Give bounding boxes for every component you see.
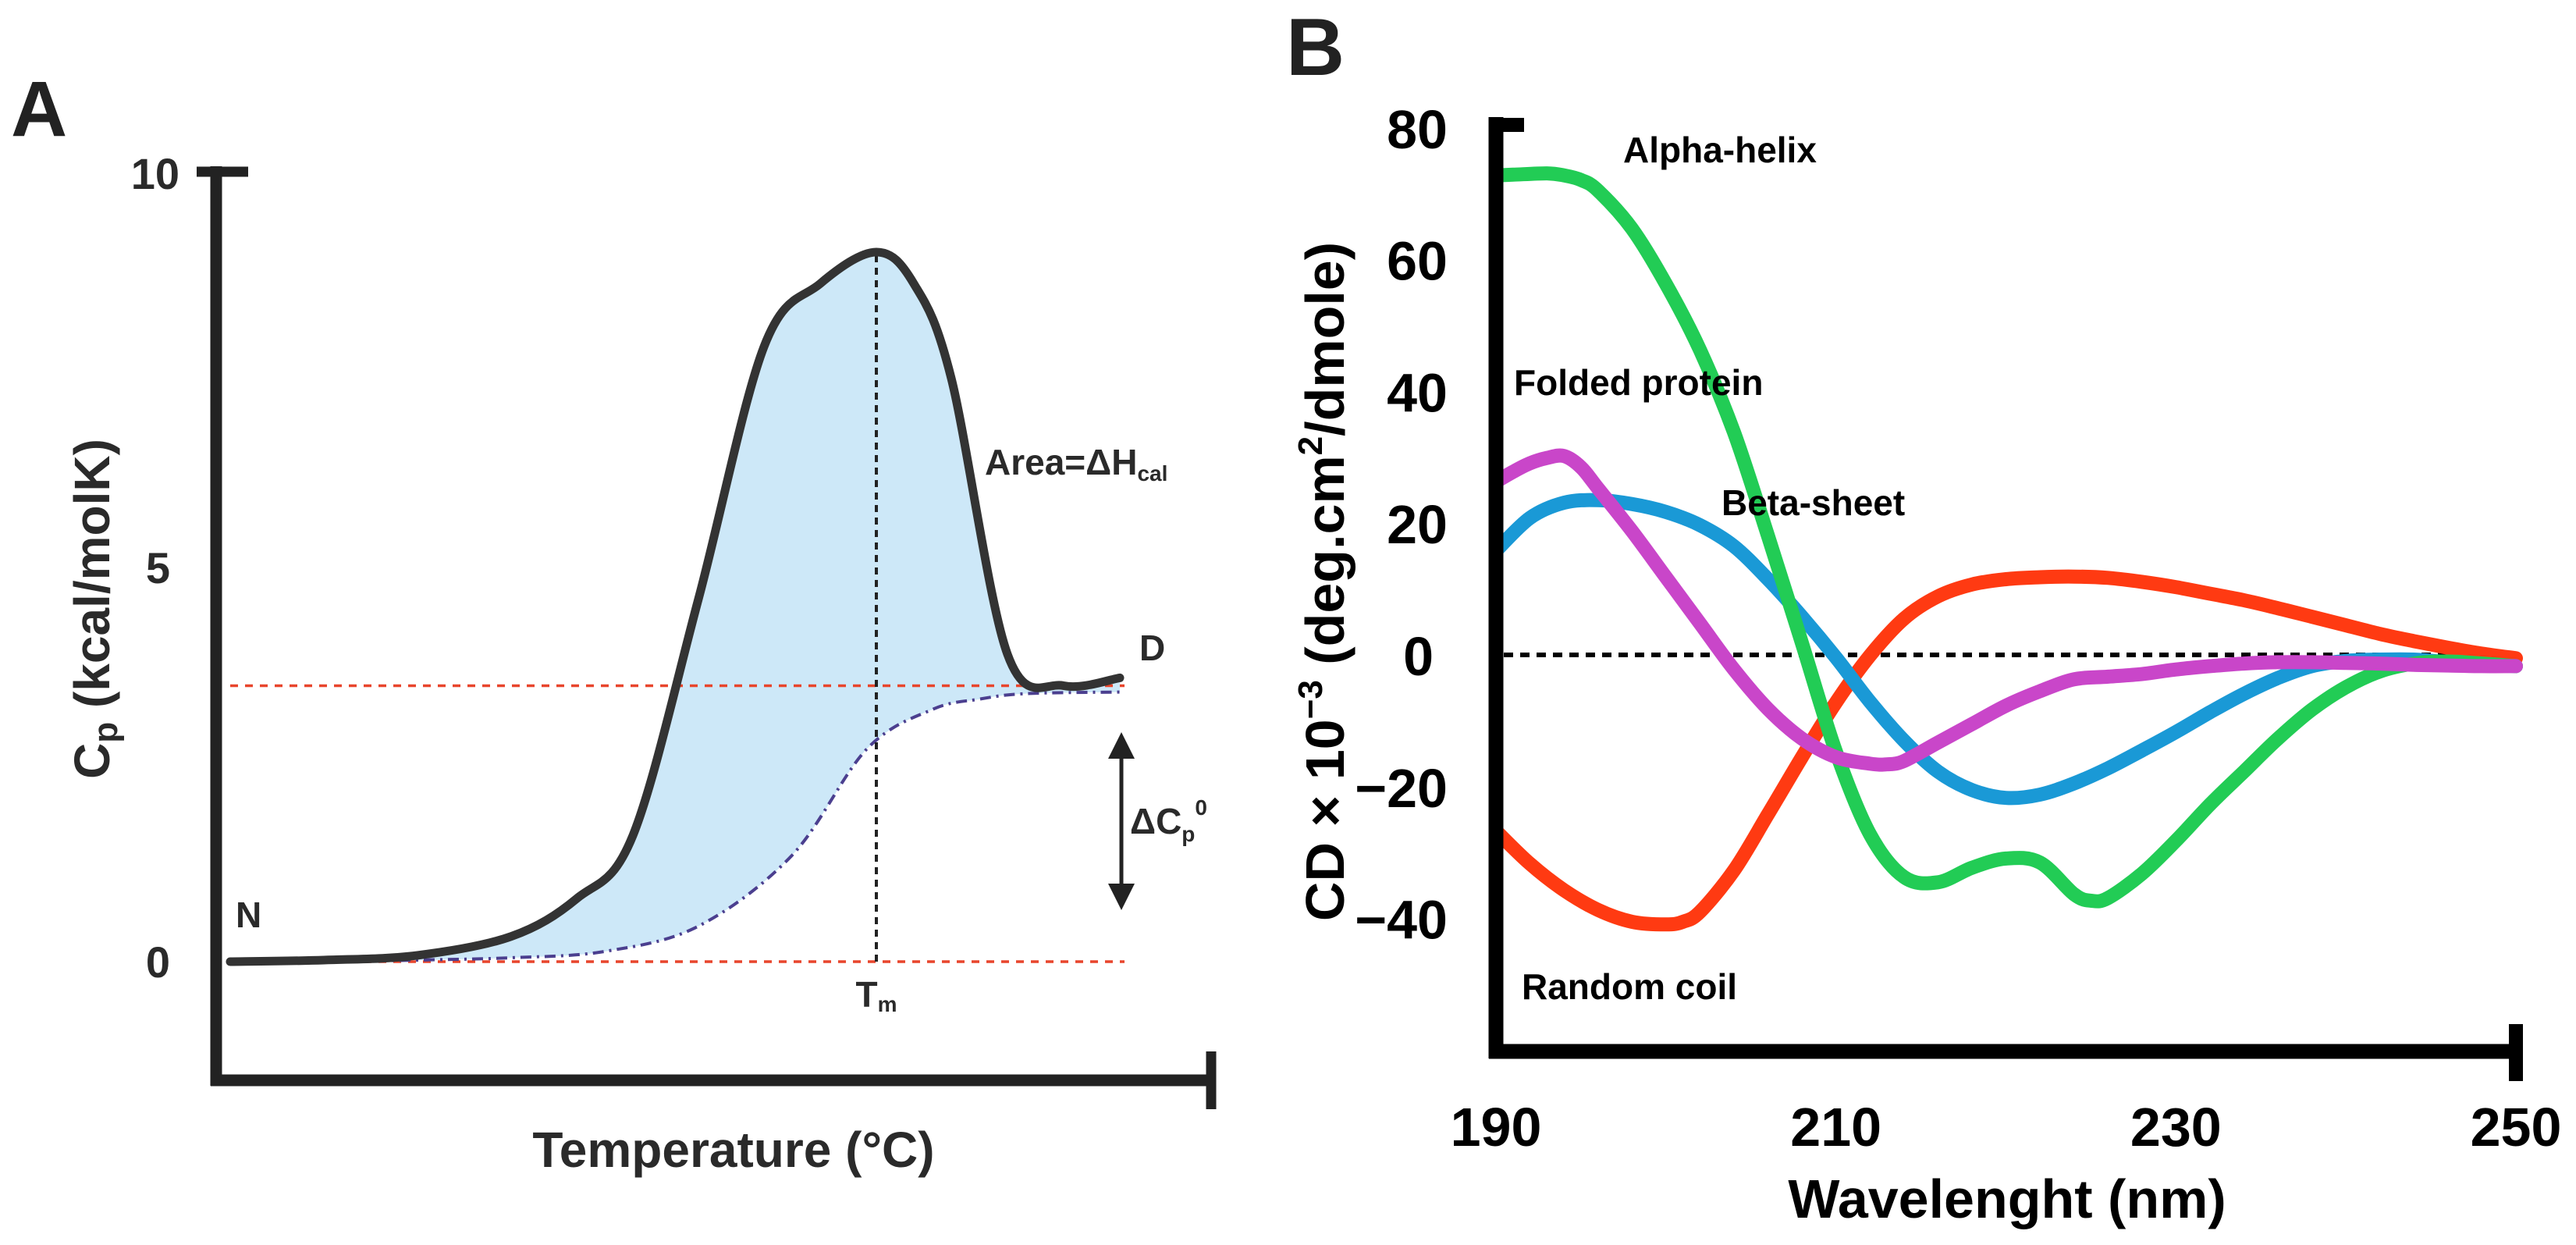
b-y-label-a-sup: −3 bbox=[1292, 680, 1330, 719]
a-area-label-sub: cal bbox=[1137, 461, 1167, 486]
b-x-axis-label: Wavelenght (nm) bbox=[1788, 1169, 2226, 1229]
a-y-label-main: C bbox=[64, 743, 120, 779]
b-y-tick-label: 0 bbox=[1403, 626, 1434, 687]
b-x-tick-label: 230 bbox=[2130, 1097, 2222, 1158]
b-folded-protein-line bbox=[1489, 448, 2523, 772]
b-x-tick-label: 210 bbox=[1790, 1097, 1881, 1158]
a-y-tick-label: 10 bbox=[131, 149, 179, 198]
a-delta-cp-sub: p bbox=[1181, 822, 1195, 846]
b-alpha-helix-label: Alpha-helix bbox=[1623, 130, 1817, 170]
a-y-tick-label: 5 bbox=[146, 543, 170, 592]
a-y-tick-label: 0 bbox=[146, 937, 170, 987]
a-y-axis-label: Cp (kcal/molK) bbox=[64, 439, 125, 779]
panel-b-cd-spectra: B 80 60 40 20 0 −20 −40 190 210 230 250 … bbox=[1286, 2, 2561, 1229]
a-peak-area-fill bbox=[230, 252, 1120, 962]
a-denatured-label: D bbox=[1139, 628, 1165, 668]
b-y-label-a: CD × 10 bbox=[1295, 719, 1356, 921]
panel-a-letter: A bbox=[11, 66, 67, 153]
a-delta-cp-arrow-down-head bbox=[1108, 884, 1135, 910]
a-delta-cp-label: ΔCp0 bbox=[1130, 795, 1207, 846]
b-x-tick-label: 250 bbox=[2471, 1097, 2562, 1158]
a-delta-cp-arrow-up-head bbox=[1108, 732, 1135, 759]
b-y-tick-label: −20 bbox=[1355, 758, 1448, 819]
b-y-tick-label: 60 bbox=[1387, 231, 1448, 292]
a-y-label-rest: (kcal/molK) bbox=[64, 439, 120, 722]
b-folded-protein-label: Folded protein bbox=[1514, 362, 1763, 403]
b-x-tick-label: 190 bbox=[1451, 1097, 1542, 1158]
b-y-label-b: (deg.cm bbox=[1295, 455, 1356, 680]
a-tm-label: Tm bbox=[855, 974, 897, 1016]
a-area-label-main: Area=ΔH bbox=[985, 442, 1137, 482]
b-alpha-helix-line bbox=[1489, 166, 2523, 909]
a-area-label: Area=ΔHcal bbox=[985, 442, 1167, 486]
b-y-tick-label: 20 bbox=[1387, 494, 1448, 555]
panel-a-thermogram: A 0 5 10 Cp (kcal/molK) Temperature (°C)… bbox=[11, 66, 1217, 1178]
b-y-axis-label: CD × 10−3 (deg.cm2/dmole) bbox=[1292, 242, 1356, 921]
b-y-label-c: /dmole) bbox=[1295, 242, 1356, 436]
a-cp-curve-line bbox=[226, 247, 1125, 966]
b-y-label-b-sup: 2 bbox=[1292, 436, 1330, 455]
b-random-coil-line bbox=[1489, 569, 2523, 932]
a-tm-label-main: T bbox=[855, 974, 877, 1015]
a-delta-cp-main: ΔC bbox=[1130, 801, 1181, 841]
b-y-tick-label: 80 bbox=[1387, 99, 1448, 160]
b-y-tick-label: −40 bbox=[1355, 890, 1448, 951]
a-native-label: N bbox=[236, 895, 261, 935]
a-y-label-sub: p bbox=[87, 722, 125, 743]
panel-b-letter: B bbox=[1286, 2, 1345, 93]
b-y-tick-label: 40 bbox=[1387, 362, 1448, 423]
b-random-coil-label: Random coil bbox=[1522, 966, 1737, 1007]
a-delta-cp-sup: 0 bbox=[1195, 795, 1207, 820]
a-tm-label-sub: m bbox=[878, 992, 897, 1016]
a-x-axis-label: Temperature (°C) bbox=[532, 1122, 934, 1178]
b-beta-sheet-label: Beta-sheet bbox=[1721, 482, 1905, 523]
